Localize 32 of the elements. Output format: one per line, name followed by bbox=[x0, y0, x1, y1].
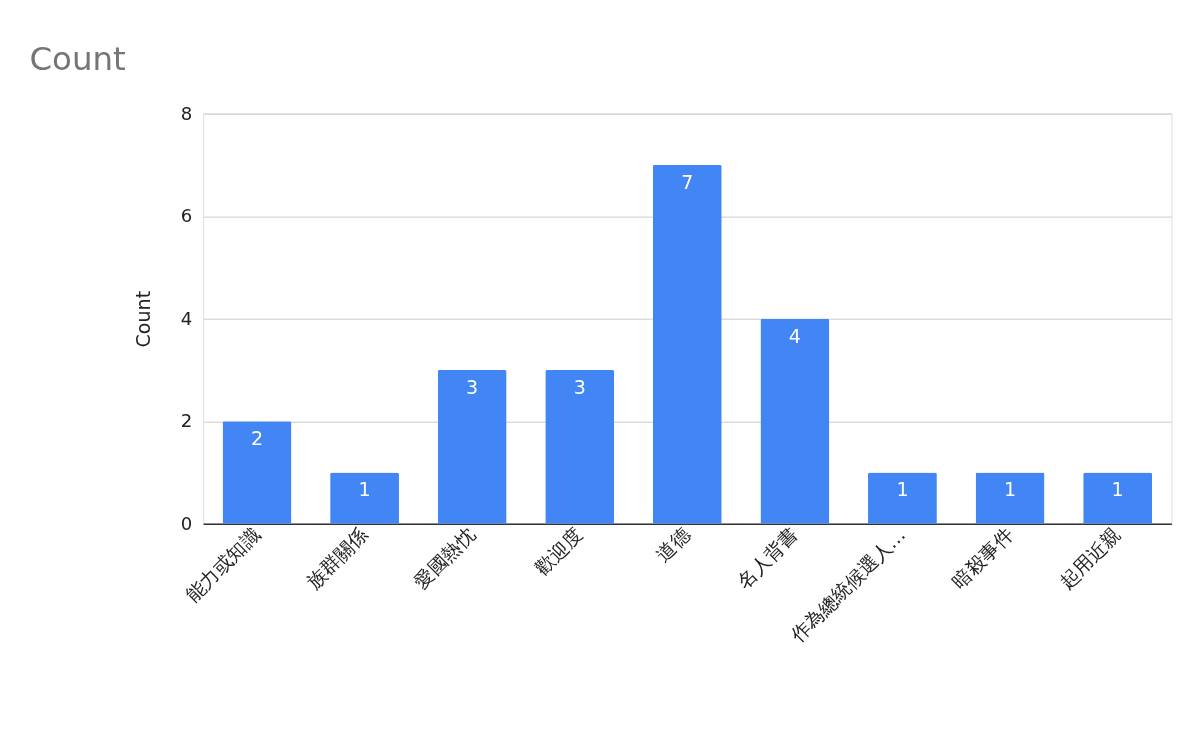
bar bbox=[545, 369, 615, 524]
y-tick-label: 8 bbox=[180, 102, 193, 124]
bar bbox=[868, 472, 937, 524]
bar bbox=[975, 472, 1045, 524]
data-label: 2 bbox=[250, 427, 264, 450]
x-tick-label: 愛國熱忱 bbox=[409, 523, 479, 593]
data-label: 1 bbox=[1003, 478, 1017, 501]
x-tick-label: 起用近親 bbox=[1055, 523, 1125, 593]
bar bbox=[760, 318, 830, 524]
bar bbox=[330, 472, 399, 524]
data-label: 1 bbox=[1111, 478, 1124, 501]
data-label: 3 bbox=[466, 375, 479, 398]
y-tick-label: 4 bbox=[180, 307, 193, 329]
y-tick-label: 6 bbox=[180, 205, 193, 227]
x-tick-label: 歡迎度 bbox=[530, 523, 587, 580]
x-tick-label: 名人背書 bbox=[732, 523, 802, 593]
x-tick-label: 族群關係 bbox=[302, 523, 372, 593]
y-tick-label: 0 bbox=[180, 513, 193, 534]
data-label: 3 bbox=[573, 375, 586, 398]
data-label: 7 bbox=[681, 170, 694, 193]
data-label: 1 bbox=[896, 478, 909, 501]
bar bbox=[1083, 472, 1153, 524]
chart-title: Count bbox=[29, 39, 126, 78]
x-tick-label: 道德 bbox=[651, 523, 695, 566]
x-tick-label: 暗殺事件 bbox=[947, 523, 1017, 593]
bar bbox=[652, 164, 722, 524]
y-axis-title: Count bbox=[132, 290, 155, 348]
data-label: 1 bbox=[358, 478, 371, 501]
y-tick-label: 2 bbox=[180, 410, 193, 432]
bar bbox=[222, 421, 292, 524]
bar bbox=[437, 369, 507, 524]
data-label: 4 bbox=[788, 324, 801, 347]
